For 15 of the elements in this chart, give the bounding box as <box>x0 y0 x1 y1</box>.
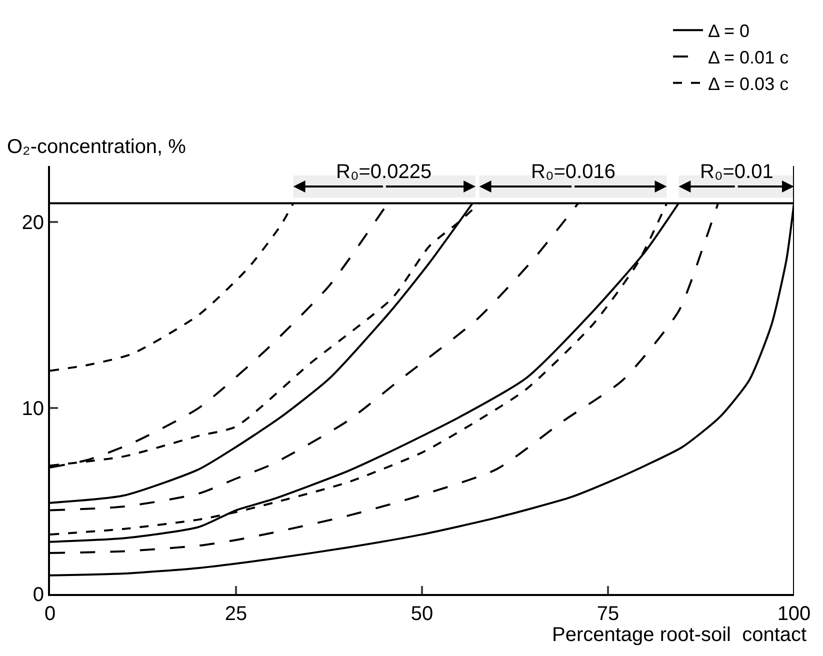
legend-label: Δ = 0 <box>708 21 750 42</box>
x-tick-label: 100 <box>777 603 811 625</box>
band-label: R₀=0.016 <box>531 161 616 183</box>
legend-label: Δ = 0.03 c <box>708 74 789 94</box>
legend-label: Δ = 0.01 c <box>708 48 789 68</box>
y-tick-label: 20 <box>22 212 44 234</box>
x-tick-label: 50 <box>410 603 434 625</box>
band-label: R₀=0.01 <box>700 161 774 183</box>
x-axis-title: Percentage root-soil contact <box>552 624 808 646</box>
y-tick-label: 0 <box>32 584 44 606</box>
x-tick-label: 75 <box>596 603 620 625</box>
band-label: R₀=0.0225 <box>336 161 432 183</box>
y-tick-label: 10 <box>22 398 44 420</box>
y-axis-title: O₂-concentration, % <box>7 136 186 158</box>
x-tick-label: 25 <box>224 603 248 625</box>
